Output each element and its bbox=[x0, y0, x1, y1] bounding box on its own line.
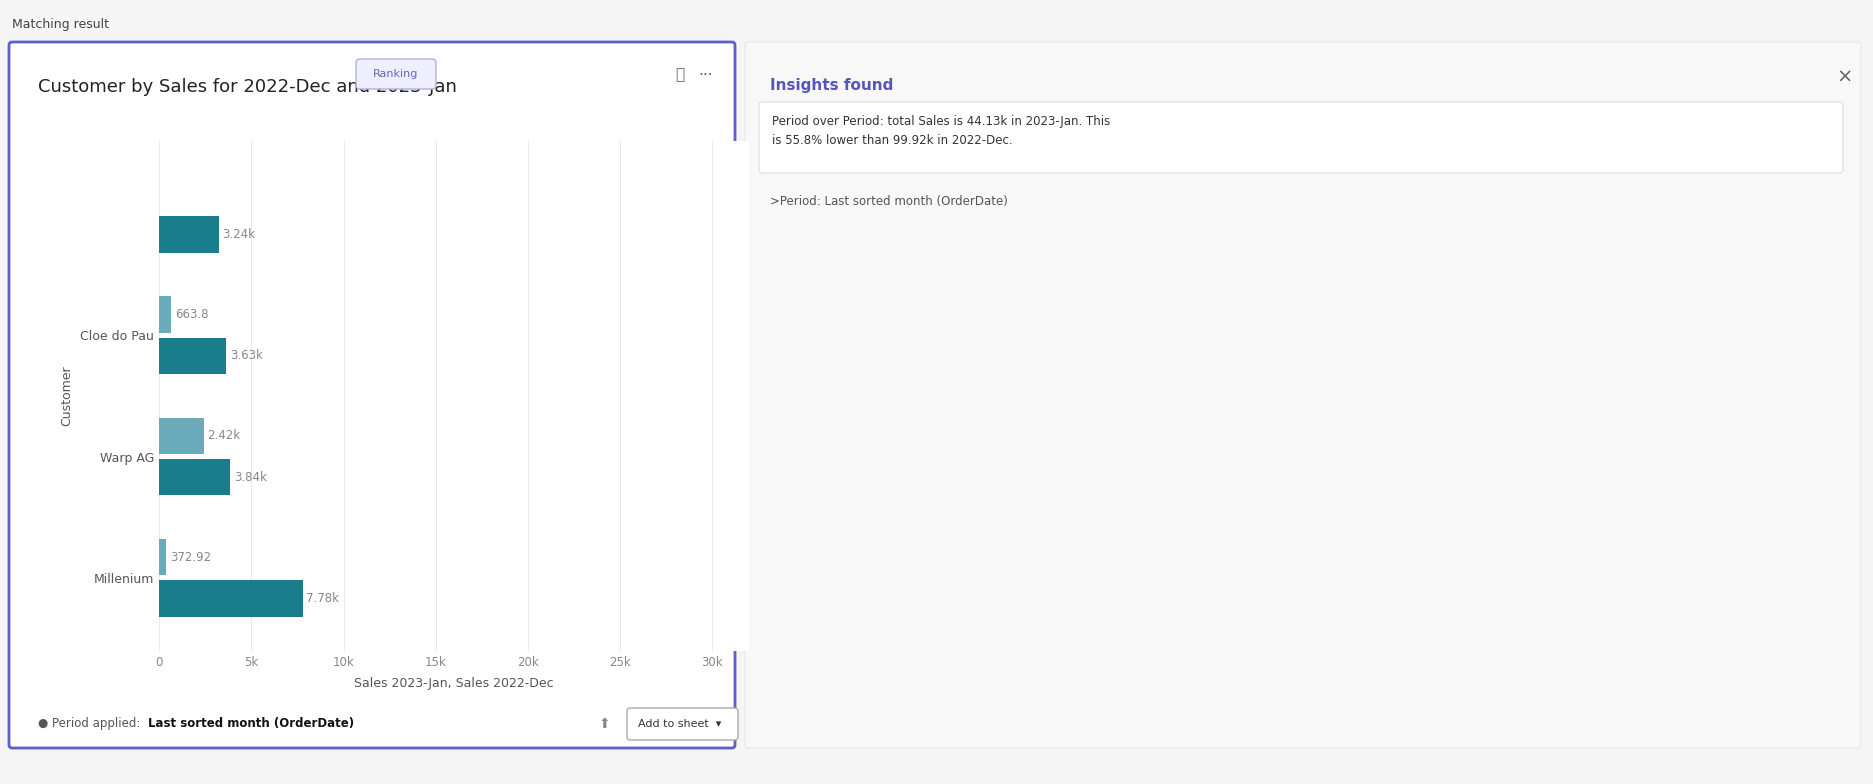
Text: ···: ··· bbox=[699, 67, 714, 82]
Text: Matching result: Matching result bbox=[11, 18, 109, 31]
Text: Ranking: Ranking bbox=[373, 69, 420, 79]
Text: Customer by Sales for 2022-Dec and 2023-Jan: Customer by Sales for 2022-Dec and 2023-… bbox=[37, 78, 457, 96]
FancyBboxPatch shape bbox=[627, 708, 738, 740]
Text: 2.42k: 2.42k bbox=[208, 430, 240, 442]
Text: 3.84k: 3.84k bbox=[234, 470, 266, 484]
Bar bbox=[159, 216, 219, 252]
Bar bbox=[159, 338, 227, 374]
Text: Insights found: Insights found bbox=[770, 78, 893, 93]
FancyBboxPatch shape bbox=[356, 59, 436, 89]
Bar bbox=[159, 296, 172, 333]
Bar bbox=[159, 418, 204, 454]
FancyBboxPatch shape bbox=[759, 102, 1843, 173]
Bar bbox=[159, 539, 167, 575]
Text: 3.24k: 3.24k bbox=[223, 228, 255, 241]
Y-axis label: Customer: Customer bbox=[60, 365, 73, 426]
Text: 3.63k: 3.63k bbox=[230, 350, 262, 362]
X-axis label: Sales 2023-Jan, Sales 2022-Dec: Sales 2023-Jan, Sales 2022-Dec bbox=[354, 677, 554, 690]
Bar bbox=[159, 459, 230, 495]
Text: 663.8: 663.8 bbox=[176, 308, 208, 321]
Text: ⬆: ⬆ bbox=[597, 717, 611, 731]
Text: 372.92: 372.92 bbox=[170, 551, 212, 564]
FancyBboxPatch shape bbox=[9, 42, 734, 748]
Text: Add to sheet  ▾: Add to sheet ▾ bbox=[639, 719, 721, 729]
Text: >Period: Last sorted month (OrderDate): >Period: Last sorted month (OrderDate) bbox=[770, 195, 1008, 208]
FancyBboxPatch shape bbox=[745, 42, 1862, 748]
Text: 7.78k: 7.78k bbox=[307, 592, 339, 605]
Text: ×: × bbox=[1837, 68, 1852, 87]
Text: ● Period applied:: ● Period applied: bbox=[37, 717, 148, 731]
Text: Last sorted month (OrderDate): Last sorted month (OrderDate) bbox=[148, 717, 354, 731]
Bar bbox=[159, 580, 303, 617]
Text: Period over Period: total Sales is 44.13k in 2023-Jan. This
is 55.8% lower than : Period over Period: total Sales is 44.13… bbox=[772, 115, 1111, 147]
Text: ⛶: ⛶ bbox=[676, 67, 684, 82]
